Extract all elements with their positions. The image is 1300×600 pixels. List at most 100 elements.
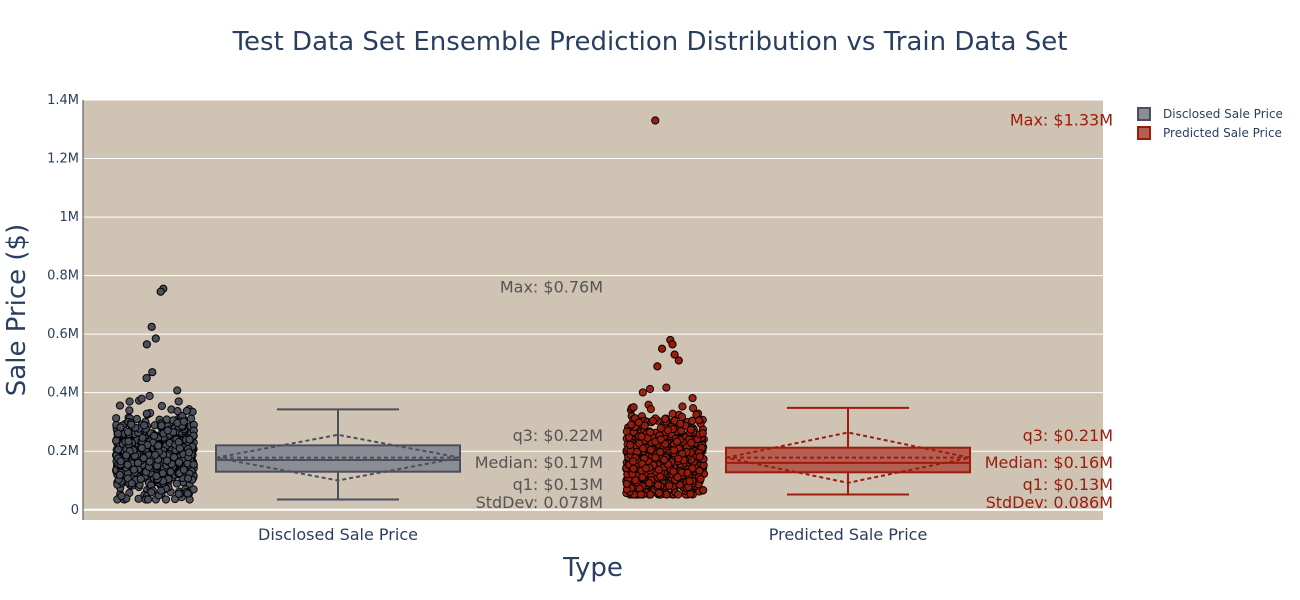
- data-point: [668, 409, 677, 418]
- annotation-median: Median: $0.16M: [985, 453, 1113, 472]
- data-point: [688, 393, 697, 403]
- data-point: [157, 421, 166, 430]
- data-point: [175, 444, 185, 453]
- data-point: [626, 440, 635, 450]
- data-point: [145, 457, 154, 466]
- data-point: [646, 405, 655, 414]
- data-point: [685, 477, 694, 486]
- data-point: [622, 427, 631, 436]
- annotation-median: Median: $0.17M: [475, 453, 603, 472]
- legend-swatch[interactable]: [1137, 107, 1151, 121]
- y-tick-label: 1.2M: [47, 152, 79, 167]
- data-point: [645, 479, 654, 488]
- legend[interactable]: Disclosed Sale Price Predicted Sale Price: [1137, 107, 1283, 140]
- data-point: [654, 488, 664, 498]
- legend-swatch[interactable]: [1137, 126, 1151, 140]
- data-point: [665, 481, 674, 490]
- data-point: [174, 458, 184, 467]
- data-point: [636, 490, 645, 499]
- data-point: [143, 495, 153, 504]
- outlier-point: [651, 116, 660, 125]
- y-tick-label: 1.4M: [47, 93, 79, 108]
- data-point: [629, 464, 638, 473]
- outlier-point: [657, 344, 667, 353]
- data-point: [174, 397, 183, 406]
- data-point: [113, 429, 123, 438]
- data-point: [166, 467, 175, 476]
- data-point: [139, 453, 148, 463]
- data-point: [683, 468, 692, 477]
- data-point: [662, 383, 671, 392]
- data-point: [117, 492, 126, 501]
- data-point: [127, 479, 136, 488]
- data-point: [629, 403, 638, 412]
- data-point: [641, 464, 650, 473]
- data-point: [125, 406, 134, 415]
- data-point: [172, 479, 182, 488]
- data-point: [125, 397, 134, 406]
- data-point: [663, 426, 673, 435]
- data-point: [134, 494, 143, 503]
- data-point: [699, 486, 708, 495]
- data-point: [173, 386, 182, 395]
- annotation-q3: q3: $0.21M: [1023, 426, 1113, 445]
- data-point: [673, 490, 683, 499]
- data-point: [639, 444, 648, 453]
- annotation-stddev: StdDev: 0.086M: [986, 493, 1113, 512]
- legend-item-label[interactable]: Disclosed Sale Price: [1163, 107, 1283, 121]
- data-point: [122, 451, 131, 460]
- data-point: [163, 426, 172, 435]
- data-point: [184, 448, 194, 457]
- data-point: [695, 452, 704, 461]
- data-point: [696, 474, 705, 484]
- data-point: [627, 420, 636, 429]
- legend-item-label[interactable]: Predicted Sale Price: [1163, 126, 1282, 140]
- data-point: [174, 489, 183, 499]
- data-point: [169, 453, 179, 462]
- data-point: [112, 414, 121, 423]
- data-point: [678, 402, 687, 411]
- y-tick-label: 1M: [60, 210, 80, 225]
- box: [725, 446, 971, 474]
- sd-diamond: [725, 431, 971, 484]
- data-point: [676, 419, 685, 428]
- data-point: [183, 489, 192, 498]
- data-point: [638, 473, 647, 482]
- x-category-label: Predicted Sale Price: [769, 525, 928, 544]
- data-point: [152, 471, 161, 481]
- data-point: [137, 394, 146, 403]
- data-point: [687, 438, 696, 447]
- data-point: [677, 412, 687, 422]
- outlier-point: [670, 350, 679, 359]
- sd-diamond: [215, 433, 461, 482]
- data-point: [669, 446, 679, 455]
- data-point: [157, 486, 166, 495]
- annotation-q3: q3: $0.22M: [513, 426, 603, 445]
- y-tick-label: 0.2M: [47, 444, 79, 459]
- x-category-label: Disclosed Sale Price: [258, 525, 418, 544]
- data-point: [672, 437, 682, 446]
- data-point: [136, 474, 145, 484]
- data-point: [147, 488, 156, 497]
- data-point: [145, 391, 154, 401]
- data-point: [651, 453, 660, 462]
- data-point: [640, 421, 649, 430]
- data-point: [645, 384, 655, 394]
- outlier-point: [674, 356, 683, 365]
- data-point: [142, 409, 151, 418]
- data-point: [173, 407, 182, 416]
- data-point: [686, 489, 695, 499]
- data-point: [646, 428, 655, 437]
- data-point: [686, 425, 695, 434]
- data-point: [162, 456, 172, 465]
- outlier-point: [156, 287, 165, 296]
- data-point: [115, 470, 125, 480]
- y-tick-label: 0.6M: [47, 327, 79, 342]
- data-point: [654, 465, 663, 474]
- data-point: [694, 416, 704, 425]
- data-point: [115, 401, 125, 410]
- data-point: [154, 441, 163, 450]
- data-point: [161, 495, 171, 504]
- data-point: [688, 404, 698, 413]
